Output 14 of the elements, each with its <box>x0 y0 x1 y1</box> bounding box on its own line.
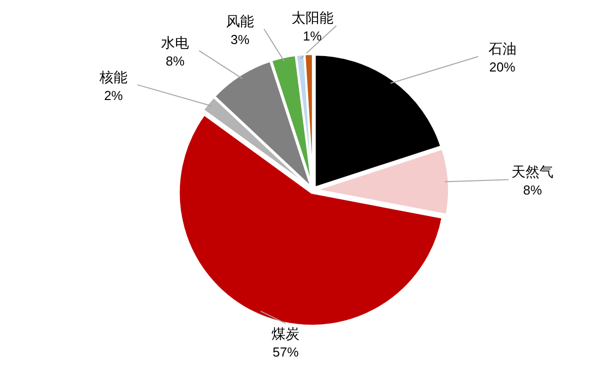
slice-label: 风能 <box>226 12 254 29</box>
slice-label: 天然气 <box>512 164 554 180</box>
data-label: 57% <box>272 344 300 360</box>
data-label: 1% <box>302 28 322 44</box>
data-label: 8% <box>523 182 542 198</box>
slice-label: 水电 <box>161 34 190 51</box>
data-label: 20% <box>489 60 516 75</box>
slice-label: 太阳能 <box>291 10 334 26</box>
slice-label: 核能 <box>98 68 128 85</box>
data-label: 8% <box>166 54 185 69</box>
data-label: 2% <box>104 88 124 103</box>
slice-label: 煤炭 <box>272 325 300 342</box>
data-label: 3% <box>230 32 250 47</box>
slice-label: 石油 <box>488 40 516 57</box>
